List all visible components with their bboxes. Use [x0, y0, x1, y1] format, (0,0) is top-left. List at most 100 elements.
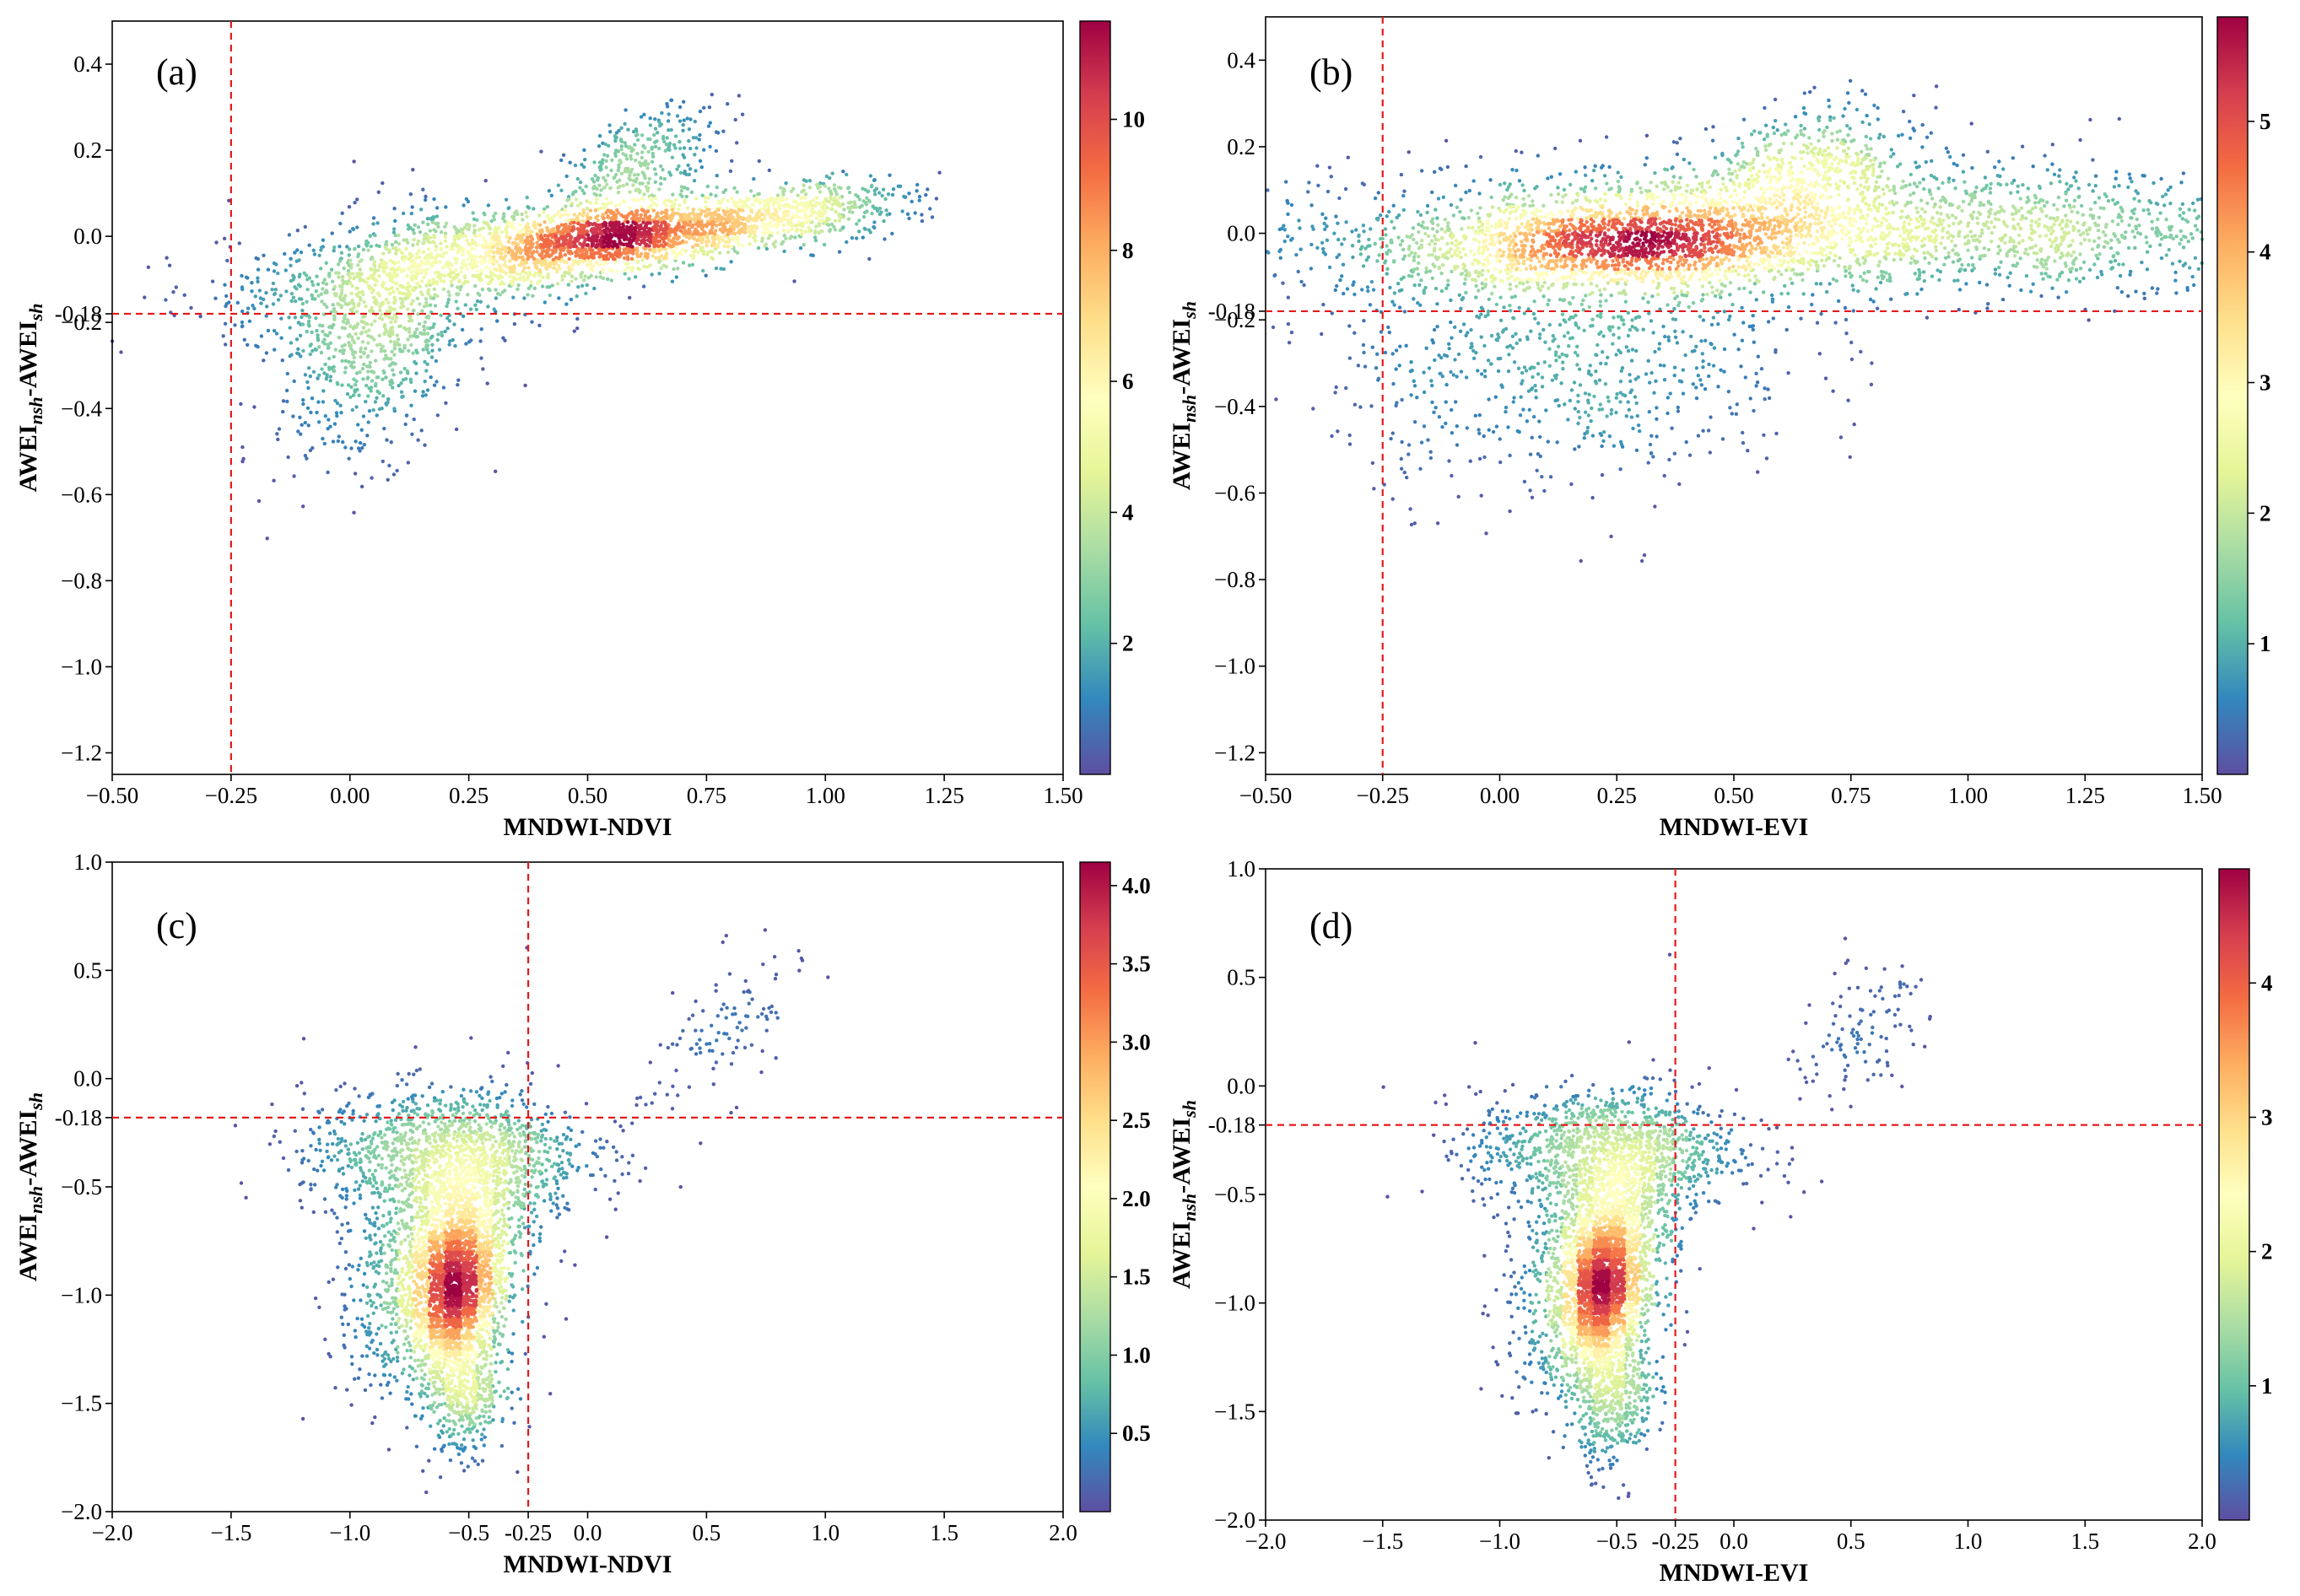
scatter-point — [357, 245, 360, 248]
scatter-point — [317, 374, 321, 377]
scatter-point — [364, 347, 367, 350]
scatter-point — [634, 133, 638, 137]
scatter-point — [775, 210, 778, 213]
scatter-point — [838, 250, 841, 253]
scatter-point — [343, 343, 347, 347]
scatter-point — [671, 280, 674, 283]
scatter-point — [822, 218, 825, 222]
scatter-point — [429, 304, 432, 307]
scatter-point — [343, 315, 346, 319]
scatter-point — [389, 357, 392, 360]
scatter-point — [649, 123, 652, 127]
scatter-point — [597, 144, 601, 148]
scatter-point — [368, 409, 371, 412]
scatter-point — [349, 262, 353, 266]
scatter-point — [465, 197, 468, 201]
scatter-point — [278, 427, 281, 430]
scatter-point — [486, 381, 489, 385]
scatter-point — [730, 245, 733, 248]
scatter-point — [691, 263, 694, 267]
scatter-point — [595, 275, 598, 278]
scatter-point — [774, 240, 777, 243]
scatter-point — [462, 203, 465, 207]
scatter-point — [640, 133, 644, 137]
scatter-point — [721, 191, 725, 194]
scatter-point — [373, 234, 376, 237]
scatter-point — [757, 246, 760, 250]
scatter-point — [662, 201, 666, 204]
scatter-point — [189, 306, 192, 310]
scatter-point — [797, 220, 801, 224]
scatter-point — [310, 446, 314, 450]
scatter-point — [450, 263, 453, 267]
scatter-point — [466, 293, 469, 296]
scatter-point — [476, 261, 479, 264]
scatter-point — [300, 309, 304, 312]
scatter-point — [168, 264, 171, 267]
scatter-point — [670, 200, 673, 203]
scatter-point — [820, 211, 823, 214]
scatter-point — [419, 260, 423, 263]
scatter-point — [543, 208, 546, 211]
scatter-point — [183, 294, 186, 297]
scatter-point — [652, 133, 656, 137]
scatter-point — [375, 396, 378, 400]
scatter-point — [935, 197, 938, 200]
scatter-point — [453, 238, 456, 241]
scatter-point — [726, 207, 729, 210]
scatter-point — [839, 196, 842, 199]
scatter-point — [306, 386, 310, 390]
scatter-point — [299, 354, 302, 358]
scatter-point — [332, 303, 335, 306]
scatter-point — [436, 338, 440, 342]
scatter-point — [444, 402, 447, 405]
scatter-point — [327, 347, 330, 350]
scatter-point — [502, 215, 505, 218]
scatter-point — [586, 207, 589, 210]
scatter-point — [682, 261, 685, 264]
scatter-point — [784, 213, 787, 217]
scatter-point — [391, 290, 395, 294]
scatter-point — [617, 191, 620, 194]
scatter-point — [461, 328, 464, 332]
scatter-point — [686, 116, 689, 120]
scatter-point — [715, 130, 718, 133]
scatter-point — [455, 428, 458, 431]
scatter-point — [434, 304, 437, 307]
scatter-point — [604, 159, 607, 163]
scatter-point — [481, 288, 484, 291]
scatter-point — [678, 119, 682, 122]
scatter-point — [668, 142, 672, 145]
scatter-point — [577, 260, 580, 263]
scatter-point — [451, 338, 455, 342]
scatter-point — [119, 350, 122, 353]
scatter-point — [375, 301, 379, 305]
scatter-point — [362, 351, 365, 354]
scatter-point — [418, 332, 422, 335]
scatter-point — [294, 287, 298, 290]
scatter-point — [686, 206, 689, 209]
scatter-point — [413, 224, 417, 227]
scatter-point — [688, 147, 692, 150]
scatter-point — [435, 206, 439, 209]
scatter-point — [366, 377, 370, 380]
scatter-point — [352, 360, 355, 364]
scatter-point — [337, 275, 340, 278]
scatter-point — [387, 464, 391, 467]
scatter-point — [536, 281, 539, 284]
scatter-point — [663, 177, 667, 181]
scatter-point — [741, 113, 744, 116]
scatter-point — [647, 206, 651, 209]
scatter-point — [347, 383, 350, 386]
scatter-point — [915, 183, 919, 186]
scatter-point — [254, 256, 257, 260]
scatter-point — [359, 279, 362, 283]
scatter-point — [450, 283, 453, 287]
scatter-point — [360, 446, 364, 450]
scatter-point — [575, 197, 578, 201]
scatter-point — [827, 224, 830, 227]
scatter-point — [609, 169, 613, 172]
scatter-point — [680, 189, 683, 192]
scatter-point — [753, 231, 756, 235]
scatter-point — [626, 262, 629, 265]
